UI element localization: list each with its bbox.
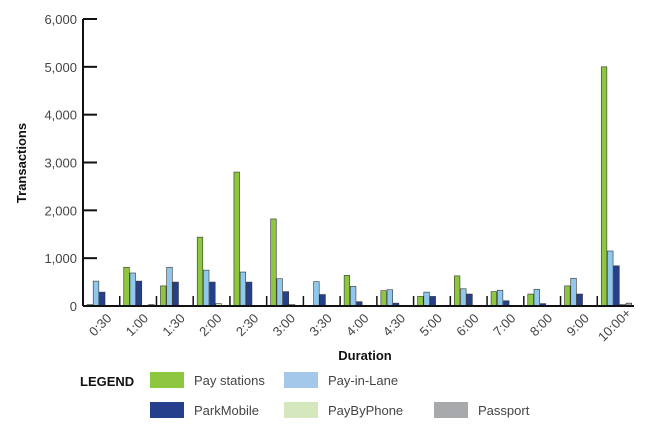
legend-label: ParkMobile [194,402,260,418]
bar [282,291,289,307]
bar [343,275,351,307]
legend-title: LEGEND [80,374,135,389]
bar [607,250,614,307]
swatch-passport [434,402,468,418]
x-tick-label: 4:00 [343,311,372,340]
y-tick-label: 4,000 [44,108,77,123]
legend-label: Passport [478,402,530,418]
bar [239,271,247,307]
bar [533,288,540,307]
legend-item-pay-stations: Pay stations [150,372,265,388]
bar [313,281,320,307]
x-tick-label: 2:30 [233,311,262,340]
legend: LEGEND Pay stations Pay-in-Lane ParkMobi… [80,370,600,420]
x-tick-label: 2:00 [196,311,225,340]
bar [350,286,357,307]
y-tick-label: 1,000 [44,251,77,266]
y-tick-label: 0 [70,299,77,314]
bar [386,289,393,307]
bar [246,281,253,307]
x-tick-label: 8:00 [527,311,556,340]
x-tick-label: 4:30 [380,311,409,340]
bar [564,285,571,307]
bar [570,277,577,307]
bar [203,269,210,307]
legend-item-passport: Passport [434,402,529,418]
y-axis: 0 1,000 2,000 3,000 4,000 5,000 6,000 [44,12,97,314]
bar [319,294,326,307]
x-tick-label: 3:30 [306,311,335,340]
bar [576,293,583,307]
bar [209,281,216,307]
y-tick-label: 5,000 [44,60,77,75]
bar [270,218,277,307]
bar [233,171,240,307]
bar [600,66,608,307]
x-axis-label: Duration [338,348,392,363]
bar [166,266,173,307]
bar [380,290,387,307]
x-tick-label: 7:00 [490,311,519,340]
legend-label: Pay-in-Lane [328,372,399,388]
bar [490,291,497,307]
x-tick-label: 1:30 [159,311,188,340]
swatch-pay-in-lane [284,372,318,388]
bar [466,293,473,307]
legend-label: PayByPhone [328,402,404,418]
x-tick-label: 9:00 [563,311,592,340]
y-tick-label: 2,000 [44,203,77,218]
y-tick-label: 3,000 [44,156,77,171]
legend-item-pay-in-lane: Pay-in-Lane [284,372,398,388]
bar [460,288,467,307]
bar [92,280,100,307]
bar [454,275,461,307]
bar [417,296,424,307]
bar [172,281,179,307]
bar [99,291,106,307]
bar [496,289,504,307]
x-tick-label: 0:30 [86,311,115,340]
bar [527,293,534,307]
x-tick-label: 10:00+ [595,305,634,344]
bar [613,265,620,307]
bar [196,236,204,307]
bar [160,285,167,307]
bar [135,280,143,307]
legend-item-parkmobile: ParkMobile [150,402,259,418]
y-tick-label: 6,000 [44,12,77,27]
legend-label: Pay stations [194,372,265,388]
x-tick-label: 3:00 [270,311,299,340]
bar [429,296,436,307]
bar [423,291,430,307]
bars [86,66,632,307]
swatch-pay-stations [150,372,184,388]
swatch-paybyphone [284,402,318,418]
bar [129,272,136,307]
x-tick-label: 1:00 [123,311,152,340]
bar [276,278,283,307]
y-axis-label: Transactions [14,123,29,203]
x-tick-label: 6:00 [453,311,482,340]
bar [123,266,130,307]
swatch-parkmobile [150,402,184,418]
x-tick-label: 5:00 [417,311,446,340]
legend-item-paybyphone: PayByPhone [284,402,403,418]
